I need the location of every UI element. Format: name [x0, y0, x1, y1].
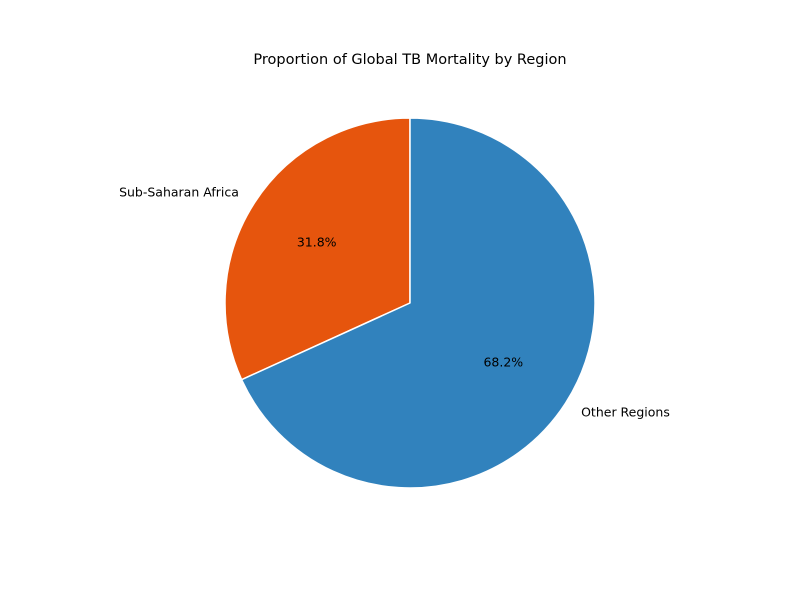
pie-category-label-0: Sub-Saharan Africa	[119, 184, 239, 199]
chart-title: Proportion of Global TB Mortality by Reg…	[253, 52, 566, 68]
pie-percent-label-0: 31.8%	[297, 234, 337, 249]
pie-category-label-1: Other Regions	[581, 405, 670, 420]
pie-slice-1	[240, 117, 596, 489]
pie-slice-0	[224, 117, 411, 381]
pie-slices	[224, 117, 596, 489]
pie-labels: 31.8% Sub-Saharan Africa 68.2% Other Region…	[119, 184, 670, 419]
pie-percent-label-1: 68.2%	[483, 355, 523, 370]
